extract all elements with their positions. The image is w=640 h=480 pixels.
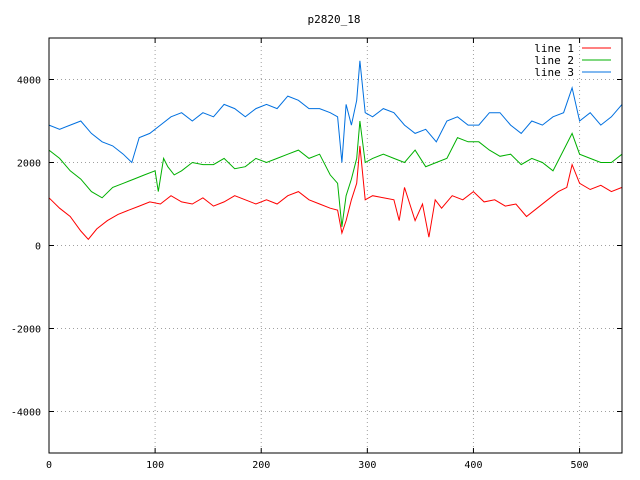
legend-label-2: line 2 (534, 54, 574, 67)
plot-frame (48, 37, 623, 454)
y-tick-label: -4000 (11, 408, 41, 419)
chart-title: p2820_18 (308, 13, 361, 26)
x-tick-label: 100 (146, 460, 164, 471)
y-tick-label: 4000 (17, 76, 41, 87)
x-tick-label: 500 (571, 460, 589, 471)
x-tick-label: 400 (464, 460, 482, 471)
series-line-3 (48, 60, 623, 164)
series-line-1 (48, 145, 623, 241)
legend-label-3: line 3 (534, 66, 574, 79)
legend-label-1: line 1 (534, 42, 574, 55)
y-tick-label: 2000 (17, 159, 41, 170)
x-tick-label: 300 (358, 460, 376, 471)
x-tick-label: 0 (46, 460, 52, 471)
x-tick-label: 200 (252, 460, 270, 471)
y-tick-label: -2000 (11, 325, 41, 336)
series-line-2 (48, 120, 623, 227)
y-tick-label: 0 (35, 242, 41, 253)
grid (49, 38, 622, 453)
axes-ticks: 0 100 200 300 400 500 -4000 -2000 0 2000 4000 (11, 38, 622, 471)
series-lines (48, 60, 623, 241)
